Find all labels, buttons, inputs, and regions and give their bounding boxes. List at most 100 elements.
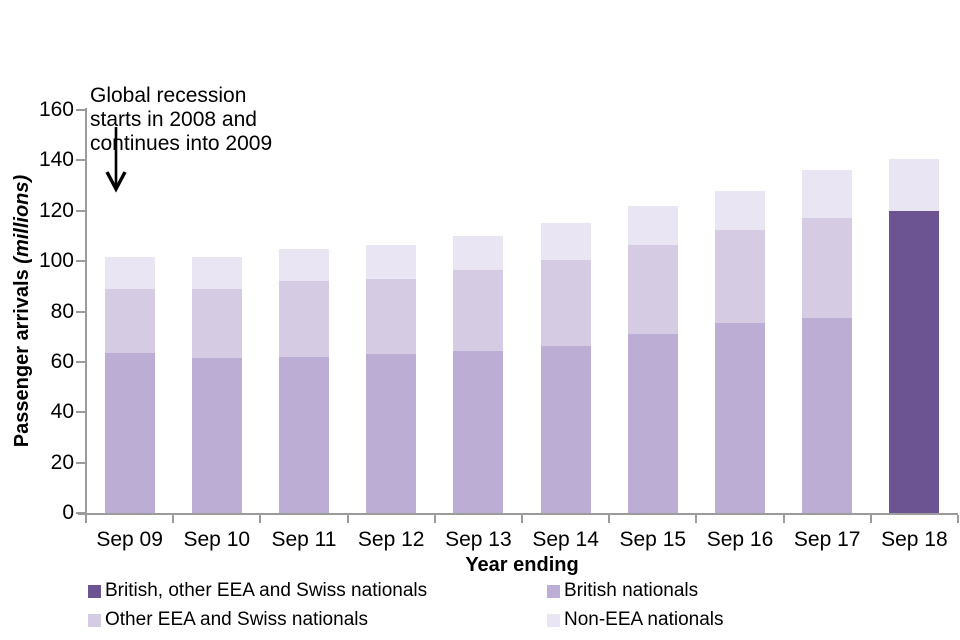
legend-label: British, other EEA and Swiss nationals [105,580,428,601]
bar-segment-british-nationals-sep-17 [802,317,853,513]
bar-sep-09 [104,257,155,513]
legend-swatch-icon [547,584,560,598]
x-axis-title: Year ending [465,554,579,576]
bar-segment-non-eea-nationals-sep-10 [191,257,242,289]
x-tick-6 [608,515,611,523]
recession-annotation: Global recession starts in 2008 and cont… [90,84,272,156]
bar-sep-14 [540,223,591,513]
legend-item-british-nationals: British nationals [547,580,724,602]
plot-area [86,110,958,513]
x-tick-label-sep-17: Sep 17 [793,528,861,551]
y-tick-label-0: 0 [62,501,74,524]
chart-legend: British, other EEA and Swiss nationals Br… [88,580,724,631]
bar-segment-non-eea-nationals-sep-17 [802,170,853,219]
legend-label: Non-EEA nationals [564,609,724,630]
bar-segment-non-eea-nationals-sep-11 [279,248,329,282]
y-tick-80 [76,310,86,313]
y-tick-120 [76,209,86,212]
legend-item-british-other-eea-and-swiss-nationals: British, other EEA and Swiss nationals [88,580,547,602]
x-tick-label-sep-15: Sep 15 [619,528,687,551]
bar-segment-british-nationals-sep-11 [279,356,329,513]
bar-segment-other-eea-and-swiss-nationals-sep-14 [540,259,591,346]
bar-segment-british-nationals-sep-12 [366,354,417,513]
x-tick-9 [869,515,872,523]
x-axis-line [78,513,958,515]
bar-sep-17 [802,170,853,513]
x-tick-8 [782,515,785,523]
x-tick-label-sep-10: Sep 10 [183,528,251,551]
legend-label: British nationals [564,580,699,601]
y-tick-60 [76,360,86,363]
y-axis-line [85,108,87,515]
bar-segment-non-eea-nationals-sep-15 [627,205,678,245]
bar-segment-non-eea-nationals-sep-09 [104,257,155,289]
bar-segment-british-other-eea-and-swiss-nationals-sep-18 [889,210,940,513]
legend-item-non-eea-nationals: Non-EEA nationals [547,609,724,631]
x-tick-5 [521,515,523,523]
y-tick-label-140: 140 [38,148,74,172]
y-tick-label-100: 100 [38,249,74,273]
bar-segment-non-eea-nationals-sep-16 [715,190,765,230]
y-tick-160 [76,109,86,111]
bar-segment-british-nationals-sep-09 [104,353,155,513]
bar-segment-non-eea-nationals-sep-14 [540,223,591,260]
x-tick-2 [259,515,262,523]
bar-segment-other-eea-and-swiss-nationals-sep-17 [802,218,853,318]
bar-segment-non-eea-nationals-sep-12 [366,244,417,279]
x-tick-4 [433,515,436,523]
bar-segment-british-nationals-sep-16 [715,322,765,513]
legend-label: Other EEA and Swiss nationals [105,609,368,630]
legend-swatch-icon [88,584,101,598]
legend-swatch-icon [88,613,101,627]
y-tick-140 [76,159,86,162]
y-tick-100 [76,260,86,263]
y-tick-label-120: 120 [38,198,74,222]
annotation-line-2: starts in 2008 and [90,108,257,131]
bar-sep-15 [627,205,678,513]
x-tick-10 [957,515,959,523]
bar-sep-13 [453,235,504,513]
y-tick-label-80: 80 [50,299,74,323]
x-tick-label-sep-16: Sep 16 [706,528,774,551]
y-tick-label-20: 20 [50,450,74,474]
x-tick-label-sep-09: Sep 09 [96,528,163,551]
bar-segment-other-eea-and-swiss-nationals-sep-16 [715,229,765,323]
x-tick-7 [695,515,698,523]
bar-segment-british-nationals-sep-14 [540,345,591,513]
bar-sep-12 [366,244,417,513]
annotation-line-1: Global recession [90,84,247,107]
bar-sep-18 [889,159,940,513]
bar-segment-other-eea-and-swiss-nationals-sep-11 [279,281,329,357]
legend-item-other-eea-and-swiss-nationals: Other EEA and Swiss nationals [88,609,547,631]
bar-segment-other-eea-and-swiss-nationals-sep-15 [627,244,678,335]
x-tick-label-sep-13: Sep 13 [445,528,512,551]
bar-segment-other-eea-and-swiss-nationals-sep-09 [104,288,155,354]
y-tick-20 [76,461,86,464]
x-tick-3 [346,515,349,523]
bar-segment-other-eea-and-swiss-nationals-sep-13 [453,269,504,351]
x-tick-label-sep-14: Sep 14 [532,528,599,551]
bar-segment-other-eea-and-swiss-nationals-sep-12 [366,278,417,355]
bar-segment-british-nationals-sep-13 [453,350,504,513]
bar-segment-non-eea-nationals-sep-13 [453,235,504,270]
x-tick-label-sep-11: Sep 11 [271,528,337,551]
x-tick-label-sep-18: Sep 18 [881,528,948,551]
bar-sep-11 [279,248,329,513]
annotation-line-3: continues into 2009 [90,132,273,155]
y-tick-label-160: 160 [38,98,74,121]
x-tick-label-sep-12: Sep 12 [357,528,425,551]
x-tick-0 [85,515,87,523]
y-tick-label-40: 40 [50,400,74,424]
legend-swatch-icon [547,613,560,627]
down-arrow-icon [105,127,127,193]
bar-segment-non-eea-nationals-sep-18 [889,159,940,211]
y-tick-label-60: 60 [50,349,74,373]
bar-sep-16 [715,190,765,513]
bar-segment-british-nationals-sep-15 [627,334,678,513]
bar-segment-british-nationals-sep-10 [191,358,242,513]
y-tick-40 [76,411,86,414]
y-tick-0 [76,512,86,514]
x-tick-1 [172,515,175,523]
bar-sep-10 [191,257,242,513]
